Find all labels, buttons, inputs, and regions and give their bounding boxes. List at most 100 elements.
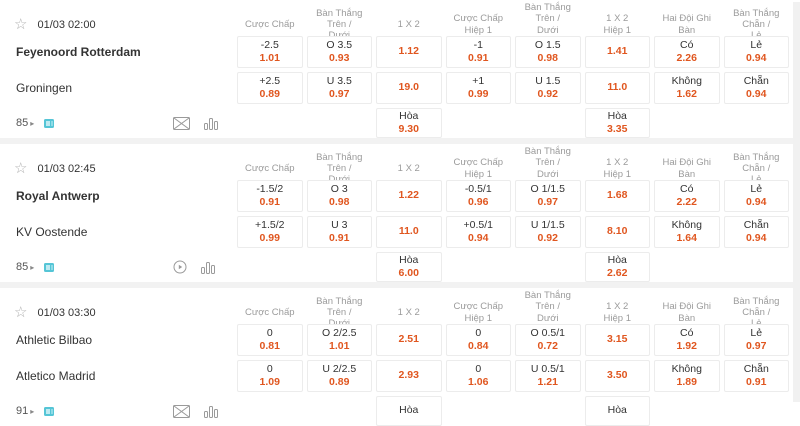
expand-arrow-icon: ▸ [30,118,35,128]
odds-cell-even[interactable]: Chẵn 0.94 [723,216,789,248]
column-header-1x2-h1: 1 X 2 Hiệp 1 [603,301,631,324]
match-header: ☆ 01/03 02:00 [0,2,233,48]
odds-cell-under[interactable]: U 3 0.91 [306,216,372,248]
odds-cell-btts-yes[interactable]: Có 1.92 [654,324,720,356]
odds-cell-under-h1[interactable]: U 0.5/1 1.21 [515,360,581,392]
pitch-icon[interactable] [173,404,191,418]
odds-cell-1x2-h1-draw[interactable]: Hòa 2.62 [584,252,650,282]
column-header-btts: Hai Đội Ghi Bàn [662,301,712,324]
odds-cell-handicap-h1-home[interactable]: 0 0.84 [445,324,511,356]
stats-widget-icon[interactable] [43,405,55,417]
away-team-name: Atletico Madrid [16,369,96,383]
odds-cell-handicap-home[interactable]: -1.5/2 0.91 [237,180,303,212]
odds-cell-1x2-h1-home[interactable]: 3.15 [584,324,650,356]
odds-cell-1x2-h1-draw[interactable]: Hòa [584,396,650,426]
odds-cell-1x2-away[interactable]: 2.93 [376,360,442,392]
odds-cell-odd[interactable]: Lẻ 0.97 [723,324,789,356]
odds-cell-under-h1[interactable]: U 1/1.5 0.92 [515,216,581,248]
stats-widget-icon[interactable] [43,261,55,273]
odds-cell-1x2-home[interactable]: 1.22 [376,180,442,212]
match-block: ☆ 01/03 02:45 Cược Chấp Bàn Thắng Trên /… [0,146,800,282]
odds-cell-handicap-away[interactable]: +2.5 0.89 [237,72,303,104]
odds-cell-odd[interactable]: Lẻ 0.94 [723,36,789,68]
odds-cell-under[interactable]: U 3.5 0.97 [306,72,372,104]
match-footer: 91 ▸ [0,396,233,426]
away-team-name: Groningen [16,81,73,95]
odds-cell-handicap-away[interactable]: 0 1.09 [237,360,303,392]
column-header-handicap-h1: Cược Chấp Hiệp 1 [453,13,504,36]
odds-cell-handicap-h1-away[interactable]: +1 0.99 [445,72,511,104]
odds-cell-1x2-h1-home[interactable]: 1.41 [584,36,650,68]
column-header-over-under: Bàn Thắng Trên / Dưới [316,151,363,186]
odds-cell-1x2-home[interactable]: 2.51 [376,324,442,356]
odds-cell-odd[interactable]: Lẻ 0.94 [723,180,789,212]
odds-cell-1x2-draw[interactable]: Hòa [376,396,442,426]
page-right-gutter [793,2,800,402]
odds-cell-handicap-home[interactable]: 0 0.81 [237,324,303,356]
odds-cell-over-h1[interactable]: O 1.5 0.98 [515,36,581,68]
odds-cell-btts-no[interactable]: Không 1.62 [654,72,720,104]
stats-chart-icon[interactable] [204,405,219,418]
block-separator [0,282,800,288]
column-header-btts: Hai Đội Ghi Bàn [662,13,712,36]
stats-widget-icon[interactable] [43,117,55,129]
odds-cell-over-h1[interactable]: O 0.5/1 0.72 [515,324,581,356]
odds-cell-under[interactable]: U 2/2.5 0.89 [306,360,372,392]
away-team-name: KV Oostende [16,225,88,239]
markets-count: 91 [16,405,29,417]
odds-cell-1x2-h1-home[interactable]: 1.68 [584,180,650,212]
column-header-handicap: Cược Chấp [244,19,295,31]
column-header-1x2-h1: 1 X 2 Hiệp 1 [603,157,631,180]
column-header-1x2: 1 X 2 [397,307,420,319]
odds-cell-btts-yes[interactable]: Có 2.22 [654,180,720,212]
pitch-icon[interactable] [173,116,191,130]
odds-cell-btts-no[interactable]: Không 1.64 [654,216,720,248]
live-stream-icon[interactable] [173,260,187,274]
odds-cell-1x2-away[interactable]: 11.0 [376,216,442,248]
favorite-star-icon[interactable]: ☆ [14,16,28,34]
match-header: ☆ 01/03 03:30 [0,290,233,336]
odds-cell-over[interactable]: O 2/2.5 1.01 [306,324,372,356]
column-header-odd-even: Bàn Thắng Chẵn / Lẻ [733,7,780,42]
odds-cell-1x2-home[interactable]: 1.12 [376,36,442,68]
odds-cell-handicap-home[interactable]: -2.5 1.01 [237,36,303,68]
favorite-star-icon[interactable]: ☆ [14,160,28,178]
odds-cell-even[interactable]: Chẵn 0.94 [723,72,789,104]
odds-cell-over[interactable]: O 3.5 0.93 [306,36,372,68]
column-header-btts: Hai Đội Ghi Bàn [662,157,712,180]
odds-cell-1x2-h1-away[interactable]: 3.50 [584,360,650,392]
more-bets-toggle[interactable]: 85 ▸ [16,261,34,273]
odds-cell-1x2-h1-away[interactable]: 8.10 [584,216,650,248]
odds-cell-handicap-h1-away[interactable]: +0.5/1 0.94 [445,216,511,248]
column-header-over-under: Bàn Thắng Trên / Dưới [316,7,363,42]
odds-cell-handicap-h1-home[interactable]: -1 0.91 [445,36,511,68]
block-separator [0,138,800,144]
odds-cell-handicap-h1-home[interactable]: -0.5/1 0.96 [445,180,511,212]
more-bets-toggle[interactable]: 91 ▸ [16,405,34,417]
stats-chart-icon[interactable] [204,117,219,130]
odds-cell-1x2-draw[interactable]: Hòa 6.00 [376,252,442,282]
match-time: 01/03 02:00 [37,18,96,31]
more-bets-toggle[interactable]: 85 ▸ [16,117,34,129]
odds-cell-btts-yes[interactable]: Có 2.26 [654,36,720,68]
odds-cell-handicap-h1-away[interactable]: 0 1.06 [445,360,511,392]
stats-chart-icon[interactable] [201,261,216,274]
odds-cell-1x2-draw[interactable]: Hòa 9.30 [376,108,442,138]
match-footer: 85 ▸ [0,252,233,282]
column-header-1x2: 1 X 2 [397,19,420,31]
column-header-1x2: 1 X 2 [397,163,420,175]
odds-cell-handicap-away[interactable]: +1.5/2 0.99 [237,216,303,248]
odds-cell-1x2-h1-draw[interactable]: Hòa 3.35 [584,108,650,138]
match-time: 01/03 02:45 [37,162,96,175]
favorite-star-icon[interactable]: ☆ [14,304,28,322]
odds-cell-over[interactable]: O 3 0.98 [306,180,372,212]
odds-cell-1x2-away[interactable]: 19.0 [376,72,442,104]
odds-cell-under-h1[interactable]: U 1.5 0.92 [515,72,581,104]
odds-cell-btts-no[interactable]: Không 1.89 [654,360,720,392]
match-block: ☆ 01/03 03:30 Cược Chấp Bàn Thắng Trên /… [0,290,800,426]
odds-cell-even[interactable]: Chẵn 0.91 [723,360,789,392]
odds-cell-1x2-h1-away[interactable]: 11.0 [584,72,650,104]
column-header-handicap: Cược Chấp [244,163,295,175]
odds-cell-over-h1[interactable]: O 1/1.5 0.97 [515,180,581,212]
